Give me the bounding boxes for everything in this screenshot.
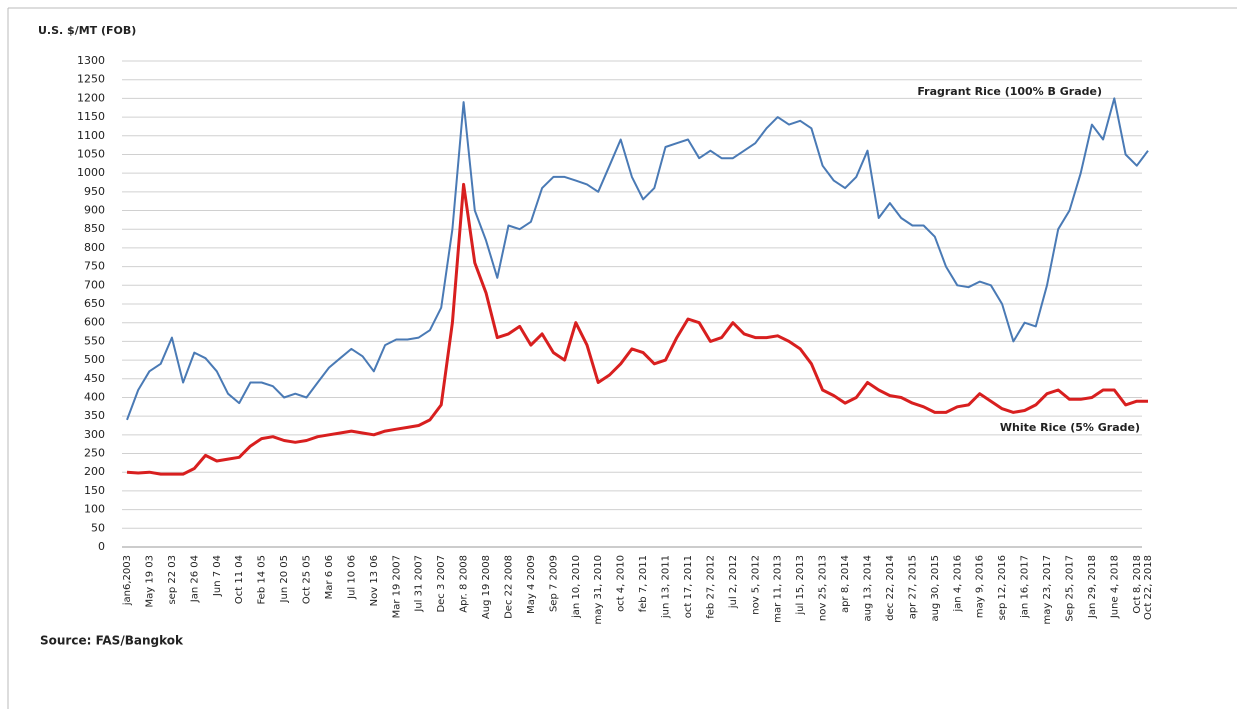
y-tick-label: 150 bbox=[84, 484, 105, 497]
x-tick-label: jul 15, 2013 bbox=[795, 555, 806, 616]
x-tick-label: may 23, 2017 bbox=[1042, 555, 1053, 625]
y-tick-label: 1250 bbox=[77, 73, 105, 86]
y-tick-label: 400 bbox=[84, 390, 105, 403]
x-tick-label: Oct 25 05 bbox=[302, 555, 313, 604]
x-tick-label: Oct 22, 2018 bbox=[1143, 555, 1154, 620]
x-tick-label: Jun 20 05 bbox=[279, 555, 290, 603]
x-tick-label: may 31, 2010 bbox=[593, 555, 604, 625]
x-tick-label: oct 4, 2010 bbox=[616, 555, 627, 612]
x-tick-label: may 9, 2016 bbox=[975, 555, 986, 618]
grid: 0 50 100 150 200 250 300 350 400 450 500 550 600 650 7… bbox=[77, 54, 1154, 625]
x-tick-label: Oct 11 04 bbox=[234, 555, 245, 604]
x-tick-label: Apr. 8 2008 bbox=[459, 555, 470, 613]
y-tick-label: 850 bbox=[84, 222, 105, 235]
x-tick-label: jul 2, 2012 bbox=[728, 555, 739, 609]
y-axis-label: U.S. $/MT (FOB) bbox=[38, 24, 136, 37]
x-tick-label: Dec 22 2008 bbox=[503, 555, 514, 619]
series-line bbox=[126, 97, 1149, 421]
y-tick-label: 650 bbox=[84, 297, 105, 310]
x-tick-label: aug 13, 2014 bbox=[863, 555, 874, 622]
y-tick-label: 1050 bbox=[77, 147, 105, 160]
x-tick-label: nov 25, 2013 bbox=[818, 555, 829, 621]
series-label: White Rice (5% Grade) bbox=[1000, 421, 1140, 434]
source-note: Source: FAS/Bangkok bbox=[40, 634, 184, 648]
series-line bbox=[126, 182, 1148, 476]
x-tick-label: May 19 03 bbox=[144, 555, 155, 607]
y-tick-label: 1300 bbox=[77, 54, 105, 67]
x-tick-label: Jan 26 04 bbox=[189, 555, 200, 603]
x-tick-label: feb 7, 2011 bbox=[638, 555, 649, 612]
x-tick-label: Feb 14 05 bbox=[257, 555, 268, 605]
x-tick-label: mar 11, 2013 bbox=[773, 555, 784, 623]
x-tick-label: sep 22 03 bbox=[167, 555, 178, 605]
x-tick-label: Jan 29, 2018 bbox=[1087, 555, 1098, 619]
x-tick-label: Jun 7 04 bbox=[212, 555, 223, 597]
y-tick-label: 800 bbox=[84, 241, 105, 254]
y-tick-label: 1150 bbox=[77, 110, 105, 123]
y-tick-label: 600 bbox=[84, 316, 105, 329]
x-tick-label: apr 8, 2014 bbox=[840, 555, 851, 613]
x-tick-label: Oct 8, 2018 bbox=[1132, 555, 1143, 614]
x-tick-label: Jul 10 06 bbox=[346, 555, 357, 600]
y-tick-label: 700 bbox=[84, 278, 105, 291]
y-tick-label: 1000 bbox=[77, 166, 105, 179]
x-tick-label: May 4 2009 bbox=[526, 555, 537, 614]
x-tick-label: sep 12, 2016 bbox=[997, 555, 1008, 620]
y-tick-label: 0 bbox=[98, 540, 105, 553]
x-tick-label: Jul 31 2007 bbox=[414, 555, 425, 613]
x-tick-label: Nov 13 06 bbox=[369, 555, 380, 606]
x-tick-label: Sep 25, 2017 bbox=[1064, 555, 1075, 622]
y-tick-label: 100 bbox=[84, 503, 105, 516]
x-tick-label: aug 30, 2015 bbox=[930, 555, 941, 622]
series-label: Fragrant Rice (100% B Grade) bbox=[917, 85, 1102, 98]
x-tick-label: apr 27, 2015 bbox=[907, 555, 918, 619]
x-tick-label: Aug 19 2008 bbox=[481, 555, 492, 619]
y-tick-label: 900 bbox=[84, 204, 105, 217]
y-tick-label: 1200 bbox=[77, 91, 105, 104]
x-tick-label: jan 16, 2017 bbox=[1020, 555, 1031, 619]
x-tick-label: jun 13, 2011 bbox=[661, 555, 672, 619]
x-tick-label: feb 27, 2012 bbox=[705, 555, 716, 619]
y-tick-label: 250 bbox=[84, 447, 105, 460]
x-tick-label: dec 22, 2014 bbox=[885, 555, 896, 621]
y-tick-label: 1100 bbox=[77, 129, 105, 142]
x-tick-label: Dec 3 2007 bbox=[436, 555, 447, 613]
x-tick-label: Sep 7 2009 bbox=[548, 555, 559, 612]
x-tick-label: Mar 19 2007 bbox=[391, 555, 402, 618]
x-tick-label: oct 17, 2011 bbox=[683, 555, 694, 618]
y-tick-label: 550 bbox=[84, 334, 105, 347]
y-tick-label: 350 bbox=[84, 409, 105, 422]
y-tick-label: 50 bbox=[91, 521, 105, 534]
y-tick-label: 200 bbox=[84, 465, 105, 478]
x-tick-label: Mar 6 06 bbox=[324, 555, 335, 599]
y-tick-label: 450 bbox=[84, 372, 105, 385]
x-tick-label: jan 4, 2016 bbox=[952, 555, 963, 613]
y-tick-label: 500 bbox=[84, 353, 105, 366]
x-tick-label: jan6,2003 bbox=[122, 555, 133, 606]
y-tick-label: 300 bbox=[84, 428, 105, 441]
y-tick-label: 950 bbox=[84, 185, 105, 198]
x-tick-label: nov 5, 2012 bbox=[750, 555, 761, 615]
x-tick-label: jan 10, 2010 bbox=[571, 555, 582, 619]
plot-area bbox=[126, 97, 1149, 476]
x-tick-label: June 4, 2018 bbox=[1109, 555, 1120, 619]
y-tick-label: 750 bbox=[84, 260, 105, 273]
